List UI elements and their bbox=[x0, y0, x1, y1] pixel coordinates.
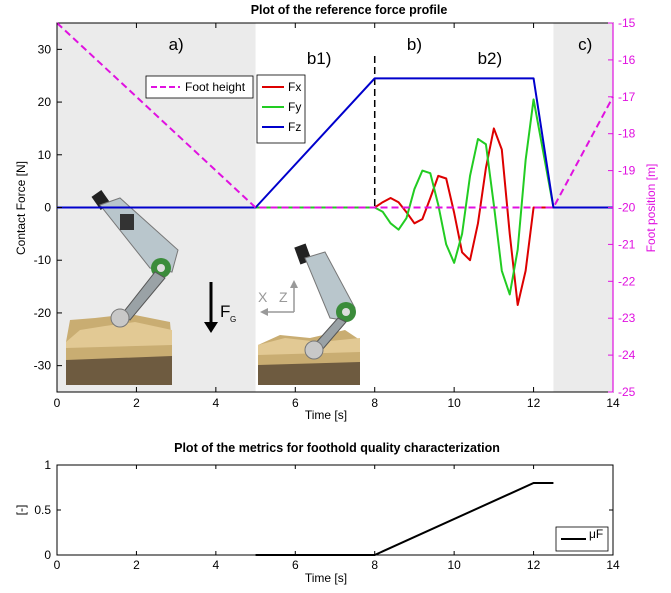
y-tick-label: 30 bbox=[38, 42, 52, 56]
y2-tick-label: -16 bbox=[618, 53, 636, 67]
force-subscript: G bbox=[230, 315, 236, 324]
x-tick-label: 12 bbox=[527, 396, 541, 410]
legend-entry: Fx bbox=[288, 80, 301, 94]
y2-tick-label: -25 bbox=[618, 385, 636, 399]
x-tick-label: 2 bbox=[133, 396, 140, 410]
y2-tick-label: -17 bbox=[618, 90, 636, 104]
y2-tick-label: -21 bbox=[618, 237, 636, 251]
region-label: a) bbox=[169, 35, 184, 54]
y-tick-label: -20 bbox=[34, 306, 52, 320]
y2-axis-label: Foot position [m] bbox=[644, 164, 658, 253]
series-line-fx bbox=[57, 127, 613, 307]
force-legend: Fx Fy Fz bbox=[256, 74, 306, 144]
series-line-foot-height bbox=[56, 22, 614, 209]
region-label: c) bbox=[578, 35, 592, 54]
chart-title: Plot of the reference force profile bbox=[251, 3, 448, 17]
x-tick-label: 8 bbox=[371, 396, 378, 410]
ticks: 0 2 4 6 8 10 12 14 30 20 10 0 -10 -20 -30 -15 -16 -17 -18 -… bbox=[34, 16, 636, 410]
y-tick-label: -30 bbox=[34, 359, 52, 373]
region-label: b2) bbox=[478, 49, 503, 68]
y2-tick-label: -18 bbox=[618, 127, 636, 141]
mu-legend-label: μF bbox=[589, 527, 603, 541]
x-axis-label: Time [s] bbox=[305, 408, 347, 422]
y2-tick-label: -15 bbox=[618, 16, 636, 30]
x-tick-label: 4 bbox=[213, 558, 220, 572]
y2-tick-label: -24 bbox=[618, 348, 636, 362]
y-tick-label: 0 bbox=[44, 548, 51, 562]
y-tick-label: 0 bbox=[44, 201, 51, 215]
region-label: b) bbox=[407, 35, 422, 54]
y2-tick-label: -20 bbox=[618, 201, 636, 215]
robot-leg-illustration-b1 bbox=[258, 243, 360, 385]
y-axis-label: Contact Force [N] bbox=[14, 161, 28, 255]
x-tick-label: 12 bbox=[527, 558, 541, 572]
foot-legend-label: Foot height bbox=[185, 80, 246, 94]
foot-legend: Foot height bbox=[145, 75, 254, 99]
x-tick-label: 14 bbox=[606, 558, 620, 572]
y-tick-label: 0.5 bbox=[34, 503, 51, 517]
series-line-fy bbox=[57, 98, 613, 296]
legend-entry: Fy bbox=[288, 100, 301, 114]
mu-legend: μF bbox=[555, 526, 609, 552]
series-line-fz bbox=[57, 77, 613, 209]
y-tick-label: 10 bbox=[38, 148, 52, 162]
x-tick-label: 10 bbox=[447, 558, 461, 572]
x-tick-label: 14 bbox=[606, 396, 620, 410]
y-axis-label-bottom: [-] bbox=[14, 505, 28, 516]
y-tick-label: 20 bbox=[38, 95, 52, 109]
ticks-bottom: 0 2 4 6 8 10 12 14 1 0.5 0 bbox=[34, 458, 620, 572]
y2-tick-label: -23 bbox=[618, 311, 636, 325]
series-line-mu bbox=[255, 482, 554, 556]
force-label: F bbox=[220, 302, 230, 321]
x-axis-label-frame: X bbox=[258, 289, 268, 305]
x-tick-label: 10 bbox=[447, 396, 461, 410]
series-group-bottom bbox=[255, 482, 554, 556]
y2-tick-label: -19 bbox=[618, 164, 636, 178]
y-tick-label: 1 bbox=[44, 458, 51, 472]
x-axis-label-bottom: Time [s] bbox=[305, 571, 347, 585]
x-tick-label: 0 bbox=[54, 558, 61, 572]
x-tick-label: 6 bbox=[292, 396, 299, 410]
robot-leg-illustration-a bbox=[66, 190, 179, 385]
gravity-arrow: F G bbox=[204, 282, 236, 333]
x-tick-label: 0 bbox=[54, 396, 61, 410]
region-label: b1) bbox=[307, 49, 332, 68]
plot-frame-bottom bbox=[56, 464, 614, 556]
coordinate-frame: Z X bbox=[258, 280, 298, 316]
x-tick-label: 6 bbox=[292, 558, 299, 572]
z-axis-label: Z bbox=[279, 289, 288, 305]
region-labels: a) b1) b) b2) c) bbox=[169, 35, 593, 68]
y2-tick-label: -22 bbox=[618, 274, 636, 288]
y-tick-label: -10 bbox=[34, 253, 52, 267]
x-tick-label: 2 bbox=[133, 558, 140, 572]
series-group bbox=[56, 22, 614, 307]
x-tick-label: 4 bbox=[213, 396, 220, 410]
x-tick-label: 8 bbox=[371, 558, 378, 572]
legend-entry: Fz bbox=[288, 120, 301, 134]
chart-title-bottom: Plot of the metrics for foothold quality… bbox=[174, 441, 500, 455]
